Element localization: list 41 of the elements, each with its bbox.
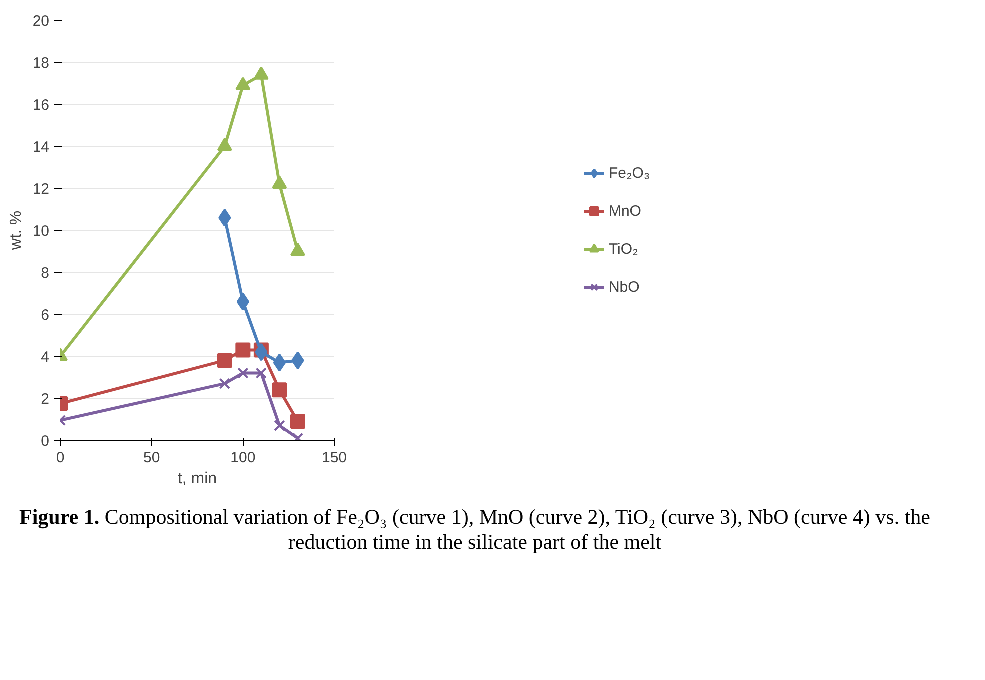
y-tick-label: 0 (41, 433, 50, 450)
legend-label: TiO₂ (608, 240, 638, 258)
point (219, 378, 230, 390)
point (218, 208, 232, 227)
point (236, 342, 251, 358)
point (236, 77, 251, 90)
y-axis-title: wt. % (8, 210, 25, 252)
legend-label: Fe₂O₃ (608, 164, 650, 182)
y-tick-label: 18 (32, 55, 50, 72)
x-tick-label: 150 (322, 450, 348, 466)
y-tick-label: 4 (41, 349, 50, 366)
point (273, 354, 286, 372)
point (217, 353, 232, 368)
x-tick-label: 100 (230, 450, 256, 466)
point (292, 352, 304, 370)
point (274, 420, 286, 432)
y-tick-label: 20 (32, 13, 50, 30)
caption: Figure 1. (20, 505, 100, 529)
point (254, 66, 269, 80)
y-tick-label: 6 (41, 307, 50, 324)
point (238, 368, 249, 379)
y-tick-label: 16 (32, 97, 50, 114)
point (290, 242, 306, 256)
text: Compositional variation of Fe₂O₃ (curve 1), MnO (curve 2), TiO₂ (curve 3), NbO (curve 4) vs. the reduction time in the silicate part of the melt (104, 505, 930, 554)
point (272, 176, 288, 190)
point (217, 138, 232, 152)
y-tick-label: 14 (32, 139, 50, 156)
point (290, 414, 306, 430)
point (255, 343, 268, 362)
y-tick-label: 2 (41, 391, 50, 408)
point (256, 368, 268, 379)
x-tick-label: 50 (143, 450, 160, 466)
y-tick-label: 12 (32, 181, 50, 198)
legend-label: MnO (608, 202, 642, 220)
x-axis-title: t, min (178, 470, 218, 488)
point (272, 382, 288, 398)
legend-label: NbO (608, 278, 640, 296)
y-tick-label: 8 (41, 265, 50, 282)
y-tick-label: 10 (32, 223, 50, 240)
x-tick-label: 0 (56, 450, 65, 466)
point (236, 292, 250, 311)
